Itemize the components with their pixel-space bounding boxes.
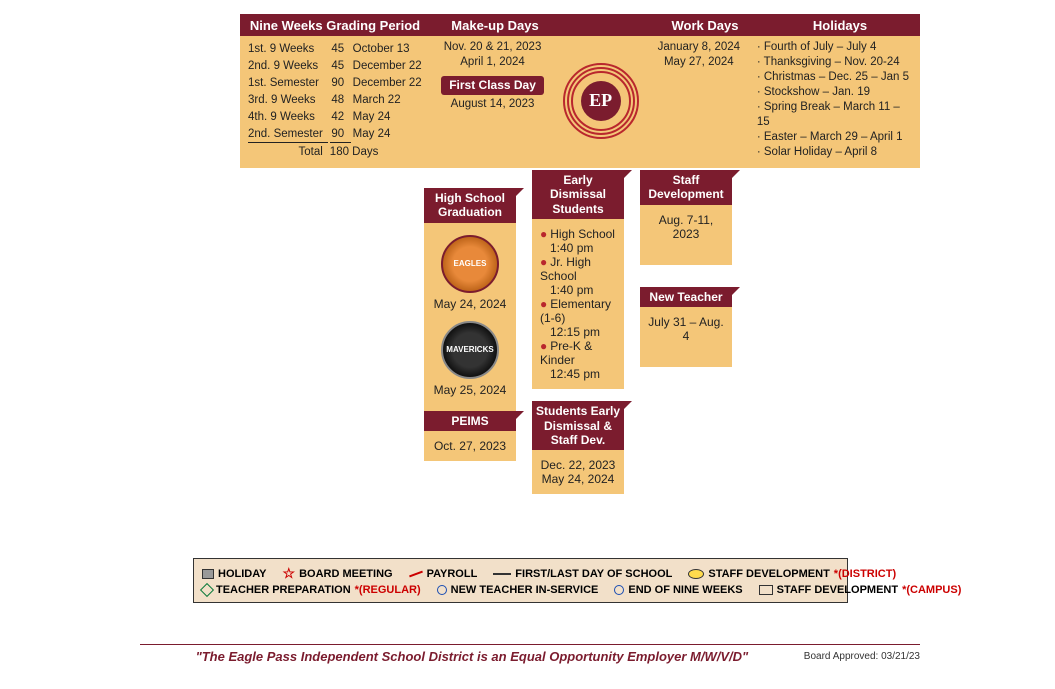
legend-board: ☆BOARD MEETING [283,565,393,582]
circle-icon [614,585,624,595]
diamond-icon [200,583,214,597]
holiday-item: Christmas – Dec. 25 – Jan 5 [757,70,914,85]
header-workdays: Work Days [650,18,760,33]
line-icon [493,573,511,575]
holiday-item: Spring Break – March 11 – 15 [757,100,914,130]
makeup-date-1: Nov. 20 & 21, 2023 [429,40,557,55]
graduation-column: High School Graduation EAGLES May 24, 20… [424,170,516,461]
holidays-list: Fourth of July – July 4 Thanksgiving – N… [753,40,914,162]
workday-1: January 8, 2024 [645,40,753,55]
legend-endnine: END OF NINE WEEKS [614,584,742,596]
holiday-item: Easter – March 29 – April 1 [757,130,914,145]
staff-dev-body: Aug. 7-11, 2023 [640,205,732,265]
footer-quote: "The Eagle Pass Independent School Distr… [140,649,804,664]
holiday-item: Fourth of July – July 4 [757,40,914,55]
early-dismissal-staffdev-card: Students Early Dismissal & Staff Dev. De… [532,401,624,494]
new-teacher-dates: July 31 – Aug. 4 [648,315,724,343]
legend-newteach: NEW TEACHER IN-SERVICE [437,584,599,596]
top-banner: Nine Weeks Grading Period Make-up Days W… [240,14,920,168]
staff-dev-dates: Aug. 7-11, 2023 [648,213,724,241]
new-teacher-body: July 31 – Aug. 4 [640,307,732,367]
eagles-date: May 24, 2024 [432,297,508,311]
graduation-card: High School Graduation EAGLES May 24, 20… [424,188,516,461]
star-icon: ☆ [283,565,296,582]
district-logo: EP [556,40,644,162]
mavericks-date: May 25, 2024 [432,383,508,397]
legend-firstlast: FIRST/LAST DAY OF SCHOOL [493,568,672,580]
first-class-badge: First Class Day [441,76,544,96]
holiday-item: Stockshow – Jan. 19 [757,85,914,100]
holiday-item: Thanksgiving – Nov. 20-24 [757,55,914,70]
peims-date: Oct. 27, 2023 [432,439,508,453]
staff-dev-card: Staff Development Aug. 7-11, 2023 [640,170,732,265]
work-days: January 8, 2024 May 27, 2024 [645,40,753,162]
circle-icon [437,585,447,595]
rect-icon [759,585,773,595]
legend-teachprep: TEACHER PREPARATION *(REGULAR) [202,584,421,596]
top-header: Nine Weeks Grading Period Make-up Days W… [240,14,920,36]
logo-text: EP [581,81,621,121]
header-makeup: Make-up Days [430,18,560,33]
cards-row: High School Graduation EAGLES May 24, 20… [424,170,732,494]
header-holidays: Holidays [760,18,920,33]
early-dismissal-card: Early Dismissal Students ●High School 1:… [532,170,624,389]
early-dismissal-header: Early Dismissal Students [532,170,624,219]
oval-icon [688,569,704,579]
early-dismissal-staffdev-header: Students Early Dismissal & Staff Dev. [532,401,624,450]
dismissal-column: Early Dismissal Students ●High School 1:… [532,170,624,494]
legend: HOLIDAY ☆BOARD MEETING PAYROLL FIRST/LAS… [193,558,848,603]
makeup-date-2: April 1, 2024 [429,55,557,70]
graduation-header: High School Graduation [424,188,516,223]
staff-dev-header: Staff Development [640,170,732,205]
peims-body: Oct. 27, 2023 [424,431,516,461]
top-body: 1st. 9 Weeks45October 13 2nd. 9 Weeks45D… [240,36,920,168]
grading-period-table: 1st. 9 Weeks45October 13 2nd. 9 Weeks45D… [246,40,429,162]
new-teacher-card: New Teacher July 31 – Aug. 4 [640,287,732,367]
dismissal-date-2: May 24, 2024 [540,472,616,486]
footer-approved: Board Approved: 03/21/23 [804,651,920,662]
legend-payroll: PAYROLL [409,568,478,580]
mavericks-logo-icon: MAVERICKS [441,321,499,379]
makeup-days: Nov. 20 & 21, 2023 April 1, 2024 First C… [429,40,557,162]
graduation-body: EAGLES May 24, 2024 MAVERICKS May 25, 20… [424,223,516,405]
header-grading: Nine Weeks Grading Period [240,18,430,33]
legend-holiday: HOLIDAY [202,568,267,580]
diagonal-line-icon [409,570,423,577]
eagles-logo-icon: EAGLES [441,235,499,293]
workday-2: May 27, 2024 [645,55,753,70]
square-icon [202,569,214,579]
dismissal-date-1: Dec. 22, 2023 [540,458,616,472]
early-dismissal-body: ●High School 1:40 pm ●Jr. High School 1:… [532,219,624,389]
peims-header: PEIMS [424,411,516,431]
footer: "The Eagle Pass Independent School Distr… [140,644,920,664]
early-dismissal-staffdev-body: Dec. 22, 2023 May 24, 2024 [532,450,624,494]
holiday-item: Solar Holiday – April 8 [757,145,914,160]
legend-staffdev-district: STAFF DEVELOPMENT *(DISTRICT) [688,568,896,580]
legend-staffdev-campus: STAFF DEVELOPMENT *(CAMPUS) [759,584,962,596]
staff-column: Staff Development Aug. 7-11, 2023 New Te… [640,170,732,367]
new-teacher-header: New Teacher [640,287,732,307]
first-class-date: August 14, 2023 [429,97,557,112]
